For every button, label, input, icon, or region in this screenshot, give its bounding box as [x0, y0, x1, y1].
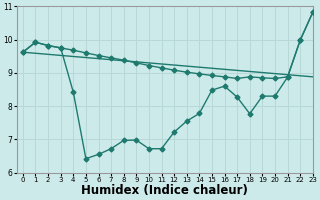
X-axis label: Humidex (Indice chaleur): Humidex (Indice chaleur) — [81, 184, 248, 197]
